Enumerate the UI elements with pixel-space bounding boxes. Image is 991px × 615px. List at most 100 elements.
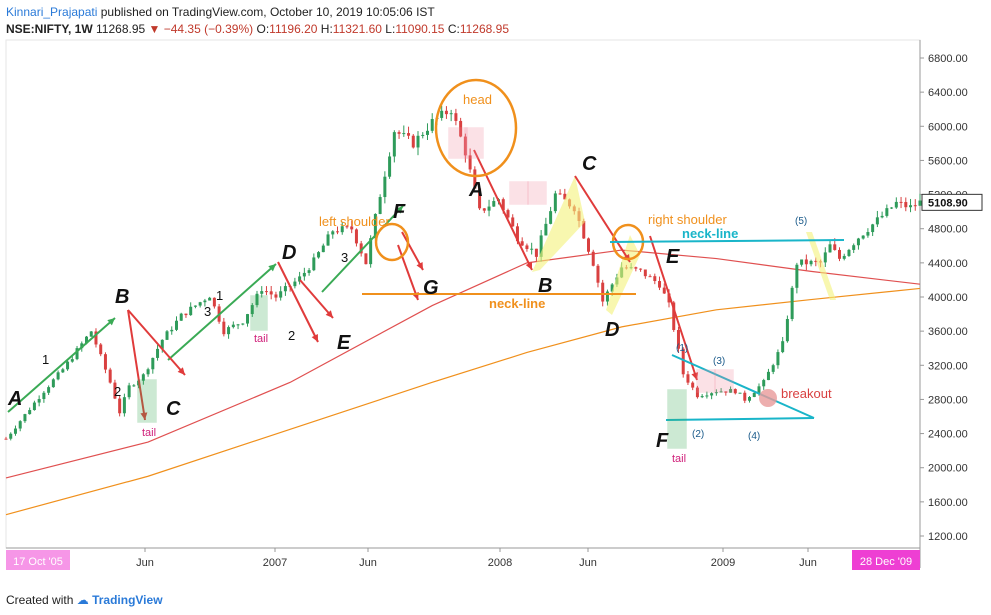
neck-line-label: neck-line	[489, 296, 545, 311]
candle-body	[397, 132, 401, 134]
candle-body	[359, 243, 363, 254]
candle-body	[212, 297, 216, 307]
current-price-label: 5108.90	[928, 197, 968, 209]
candle-body	[170, 329, 174, 332]
wave-letter: G	[423, 277, 439, 299]
neck-line-label: neck-line	[682, 226, 738, 241]
candle-body	[203, 300, 207, 303]
candle-body	[236, 324, 240, 326]
candle-body	[264, 291, 268, 293]
correction-arrow	[574, 175, 631, 263]
y-tick-label: 2400.00	[928, 429, 968, 441]
candle-body	[525, 245, 529, 250]
wave-letter: B	[115, 286, 129, 308]
candle-body	[174, 320, 178, 330]
price-change: ▼ −44.35 (−0.39%)	[148, 22, 254, 36]
candle-body	[719, 391, 723, 393]
breakout-label: breakout	[781, 386, 832, 401]
yellow-channel	[532, 176, 585, 272]
candle-body	[61, 369, 65, 373]
created-with-text: Created with	[6, 593, 74, 607]
candle-body	[492, 201, 496, 207]
candle-body	[227, 327, 231, 335]
pattern-box	[696, 369, 716, 393]
correction-arrow	[277, 261, 319, 343]
correction-arrow	[473, 149, 533, 271]
candle-body	[274, 294, 278, 298]
candle-body	[18, 421, 22, 429]
candle-body	[781, 341, 785, 353]
candle-body	[596, 265, 600, 283]
head-circle	[434, 78, 518, 178]
candle-body	[99, 344, 103, 355]
candle-body	[738, 392, 742, 394]
candle-body	[307, 270, 311, 273]
wave-letter: A	[468, 179, 483, 201]
candle-body	[823, 252, 827, 263]
candle-body	[847, 249, 851, 256]
author-name[interactable]: Kinnari_Prajapati	[6, 5, 98, 19]
candle-body	[828, 244, 832, 253]
candle-body	[388, 156, 392, 177]
candle-body	[141, 374, 145, 381]
triangle-label: (4)	[748, 431, 760, 442]
candle-body	[392, 132, 396, 157]
wave-letter: C	[582, 153, 597, 175]
candle-body	[279, 291, 283, 298]
candle-body	[785, 319, 789, 342]
current-price-badge	[921, 193, 983, 211]
neck-line-cyan	[609, 239, 845, 243]
candle-body	[293, 281, 297, 287]
candle-body	[672, 302, 676, 330]
candle-body	[605, 291, 609, 302]
open-value: 11196.20	[269, 22, 318, 36]
candle-body	[582, 220, 586, 239]
correction-arrow	[397, 244, 419, 301]
left-shoulder-label: left shoulder	[319, 214, 390, 229]
candle-body	[407, 133, 411, 136]
candle-body	[23, 414, 27, 422]
moving-average-line	[5, 287, 921, 516]
high-label: H:	[320, 22, 333, 36]
x-tick-label: 2007	[263, 557, 287, 569]
candle-body	[549, 211, 553, 224]
y-tick-label: 4000.00	[928, 292, 968, 304]
candle-body	[909, 205, 913, 208]
right-shoulder-label: right shoulder	[648, 212, 727, 227]
wave-number: 1	[216, 288, 223, 303]
candle-body	[643, 269, 647, 277]
candle-body	[771, 365, 775, 372]
candle-body	[790, 287, 794, 320]
footer: Created with ☁ TradingView	[6, 593, 163, 607]
y-tick-label: 4400.00	[928, 258, 968, 270]
candle-body	[563, 193, 567, 200]
candle-body	[340, 226, 344, 233]
candle-body	[658, 281, 662, 288]
candle-body	[321, 245, 325, 253]
candle-body	[748, 397, 752, 401]
candle-body	[890, 207, 894, 209]
candle-body	[539, 235, 543, 257]
candle-body	[94, 331, 98, 345]
close-label: C:	[447, 22, 460, 36]
correction-arrow	[127, 309, 146, 421]
candle-body	[373, 213, 377, 239]
x-axis: Jun 2007 Jun 2008 Jun 2009 Jun 17 Oct '05 28 Dec…	[6, 548, 920, 570]
candle-body	[4, 438, 8, 440]
candle-body	[193, 305, 197, 307]
correction-arrow-head	[416, 262, 423, 270]
candle-body	[691, 382, 695, 388]
impulse-arrow	[321, 205, 404, 293]
triangle-upper	[671, 354, 815, 419]
candle-body	[37, 399, 41, 403]
tradingview-brand[interactable]: TradingView	[92, 593, 163, 607]
candle-body	[66, 361, 70, 370]
candle-body	[700, 396, 704, 398]
candle-body	[184, 313, 188, 316]
candle-body	[241, 323, 245, 325]
tail-box	[667, 389, 687, 449]
candle-body	[198, 302, 202, 306]
range-start-label: 17 Oct '05	[13, 556, 63, 568]
candle-body	[752, 392, 756, 398]
